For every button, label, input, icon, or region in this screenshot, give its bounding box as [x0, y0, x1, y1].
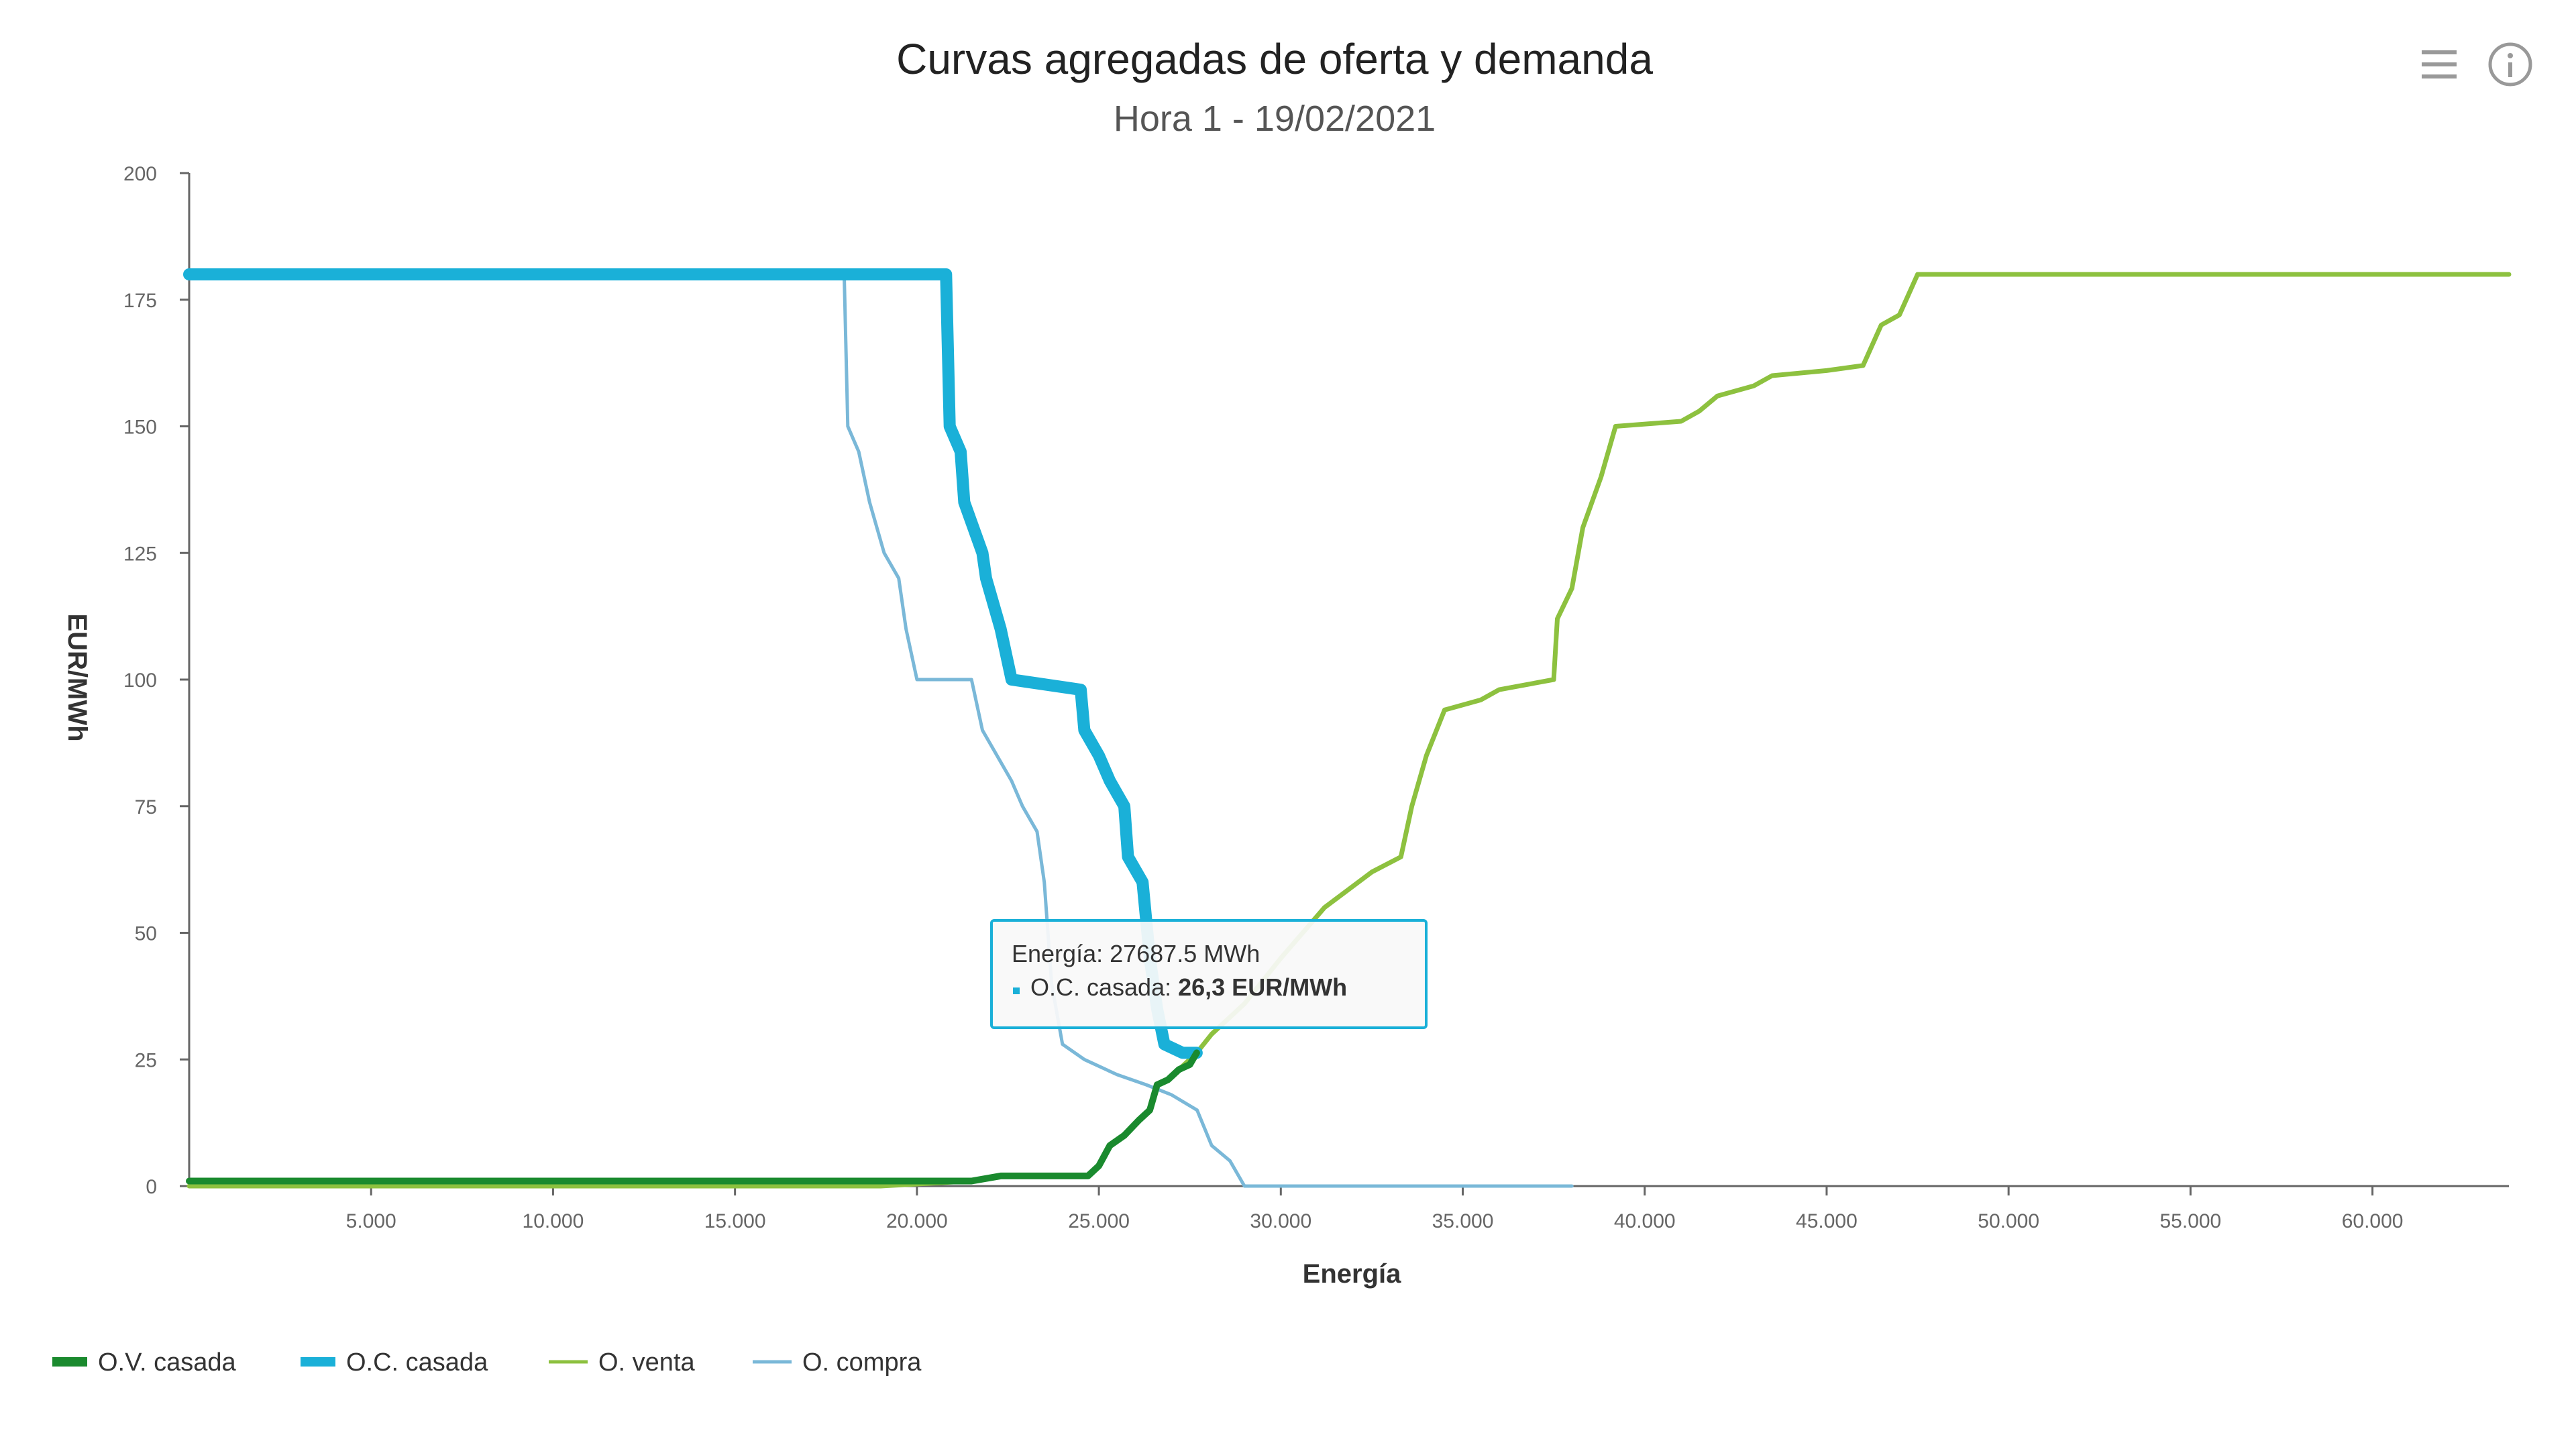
legend[interactable]: O.V. casada O.C. casada O. venta O. compra	[52, 1348, 922, 1377]
legend-swatch	[753, 1360, 792, 1364]
tooltip-box	[990, 919, 1428, 1029]
legend-label: O.V. casada	[98, 1348, 236, 1377]
x-tick-label: 15.000	[704, 1210, 766, 1232]
x-tick-label: 25.000	[1068, 1210, 1130, 1232]
y-tick-label: 175	[123, 290, 157, 312]
legend-item-o-c-casada[interactable]: O.C. casada	[301, 1348, 488, 1377]
legend-swatch	[549, 1360, 588, 1364]
x-tick-label: 45.000	[1796, 1210, 1858, 1232]
x-tick-label: 55.000	[2159, 1210, 2221, 1232]
legend-label: O.C. casada	[346, 1348, 488, 1377]
series-line-o-venta[interactable]	[186, 272, 2512, 1189]
x-tick-label: 35.000	[1432, 1210, 1494, 1232]
tooltip-energy-value: 27687.5 MWh	[1110, 940, 1260, 967]
legend-label: O. venta	[598, 1348, 695, 1377]
tooltip-energy-label: Energía:	[1012, 940, 1110, 967]
tooltip: Energía: 27687.5 MWh O.C. casada: 26,3 EU…	[990, 919, 1428, 1029]
x-tick-label: 30.000	[1250, 1210, 1311, 1232]
tooltip-series-value: 26,3 EUR/MWh	[1178, 973, 1347, 1001]
legend-item-o-compra[interactable]: O. compra	[753, 1348, 922, 1377]
legend-item-o-venta[interactable]: O. venta	[549, 1348, 695, 1377]
legend-swatch	[301, 1357, 335, 1367]
legend-item-o-v-casada[interactable]: O.V. casada	[52, 1348, 236, 1377]
hamburger-menu-icon[interactable]	[2422, 50, 2457, 78]
tooltip-line-1: Energía: 27687.5 MWh	[1012, 940, 1260, 967]
y-tick-label: 150	[123, 417, 157, 439]
x-tick-label: 40.000	[1614, 1210, 1676, 1232]
tooltip-line-2: O.C. casada: 26,3 EUR/MWh	[1030, 973, 1347, 1001]
series-line-o-compra[interactable]	[187, 272, 1574, 1188]
tooltip-series-label: O.C. casada:	[1030, 973, 1178, 1001]
y-axis-title: EUR/MWh	[62, 613, 92, 741]
x-tick-label: 5.000	[346, 1210, 396, 1232]
chart-subtitle: Hora 1 - 19/02/2021	[1114, 99, 1436, 139]
y-tick-label: 200	[123, 163, 157, 185]
x-tick-label: 50.000	[1978, 1210, 2039, 1232]
series-layer	[183, 268, 2512, 1189]
y-tick-label: 0	[146, 1176, 157, 1198]
tooltip-series-marker	[1013, 987, 1020, 994]
series-line-o-v-casada[interactable]	[186, 1049, 1200, 1185]
y-tick-label: 50	[135, 923, 157, 945]
y-tick-label: 75	[135, 796, 157, 818]
x-axis-title: Energía	[1303, 1259, 1401, 1289]
x-tick-label: 60.000	[2342, 1210, 2404, 1232]
info-circle-icon[interactable]	[2488, 42, 2532, 87]
x-tick-label: 10.000	[523, 1210, 584, 1232]
legend-swatch	[52, 1357, 87, 1367]
y-tick-label: 125	[123, 543, 157, 565]
chart-title: Curvas agregadas de oferta y demanda	[896, 35, 1653, 83]
axes-layer: 0 25 50 75 100 125 150 175 200 5.000 10.000 15.000 2…	[123, 163, 2509, 1232]
x-tick-label: 20.000	[886, 1210, 948, 1232]
legend-label: O. compra	[802, 1348, 922, 1377]
y-tick-label: 25	[135, 1049, 157, 1071]
y-tick-label: 100	[123, 670, 157, 692]
